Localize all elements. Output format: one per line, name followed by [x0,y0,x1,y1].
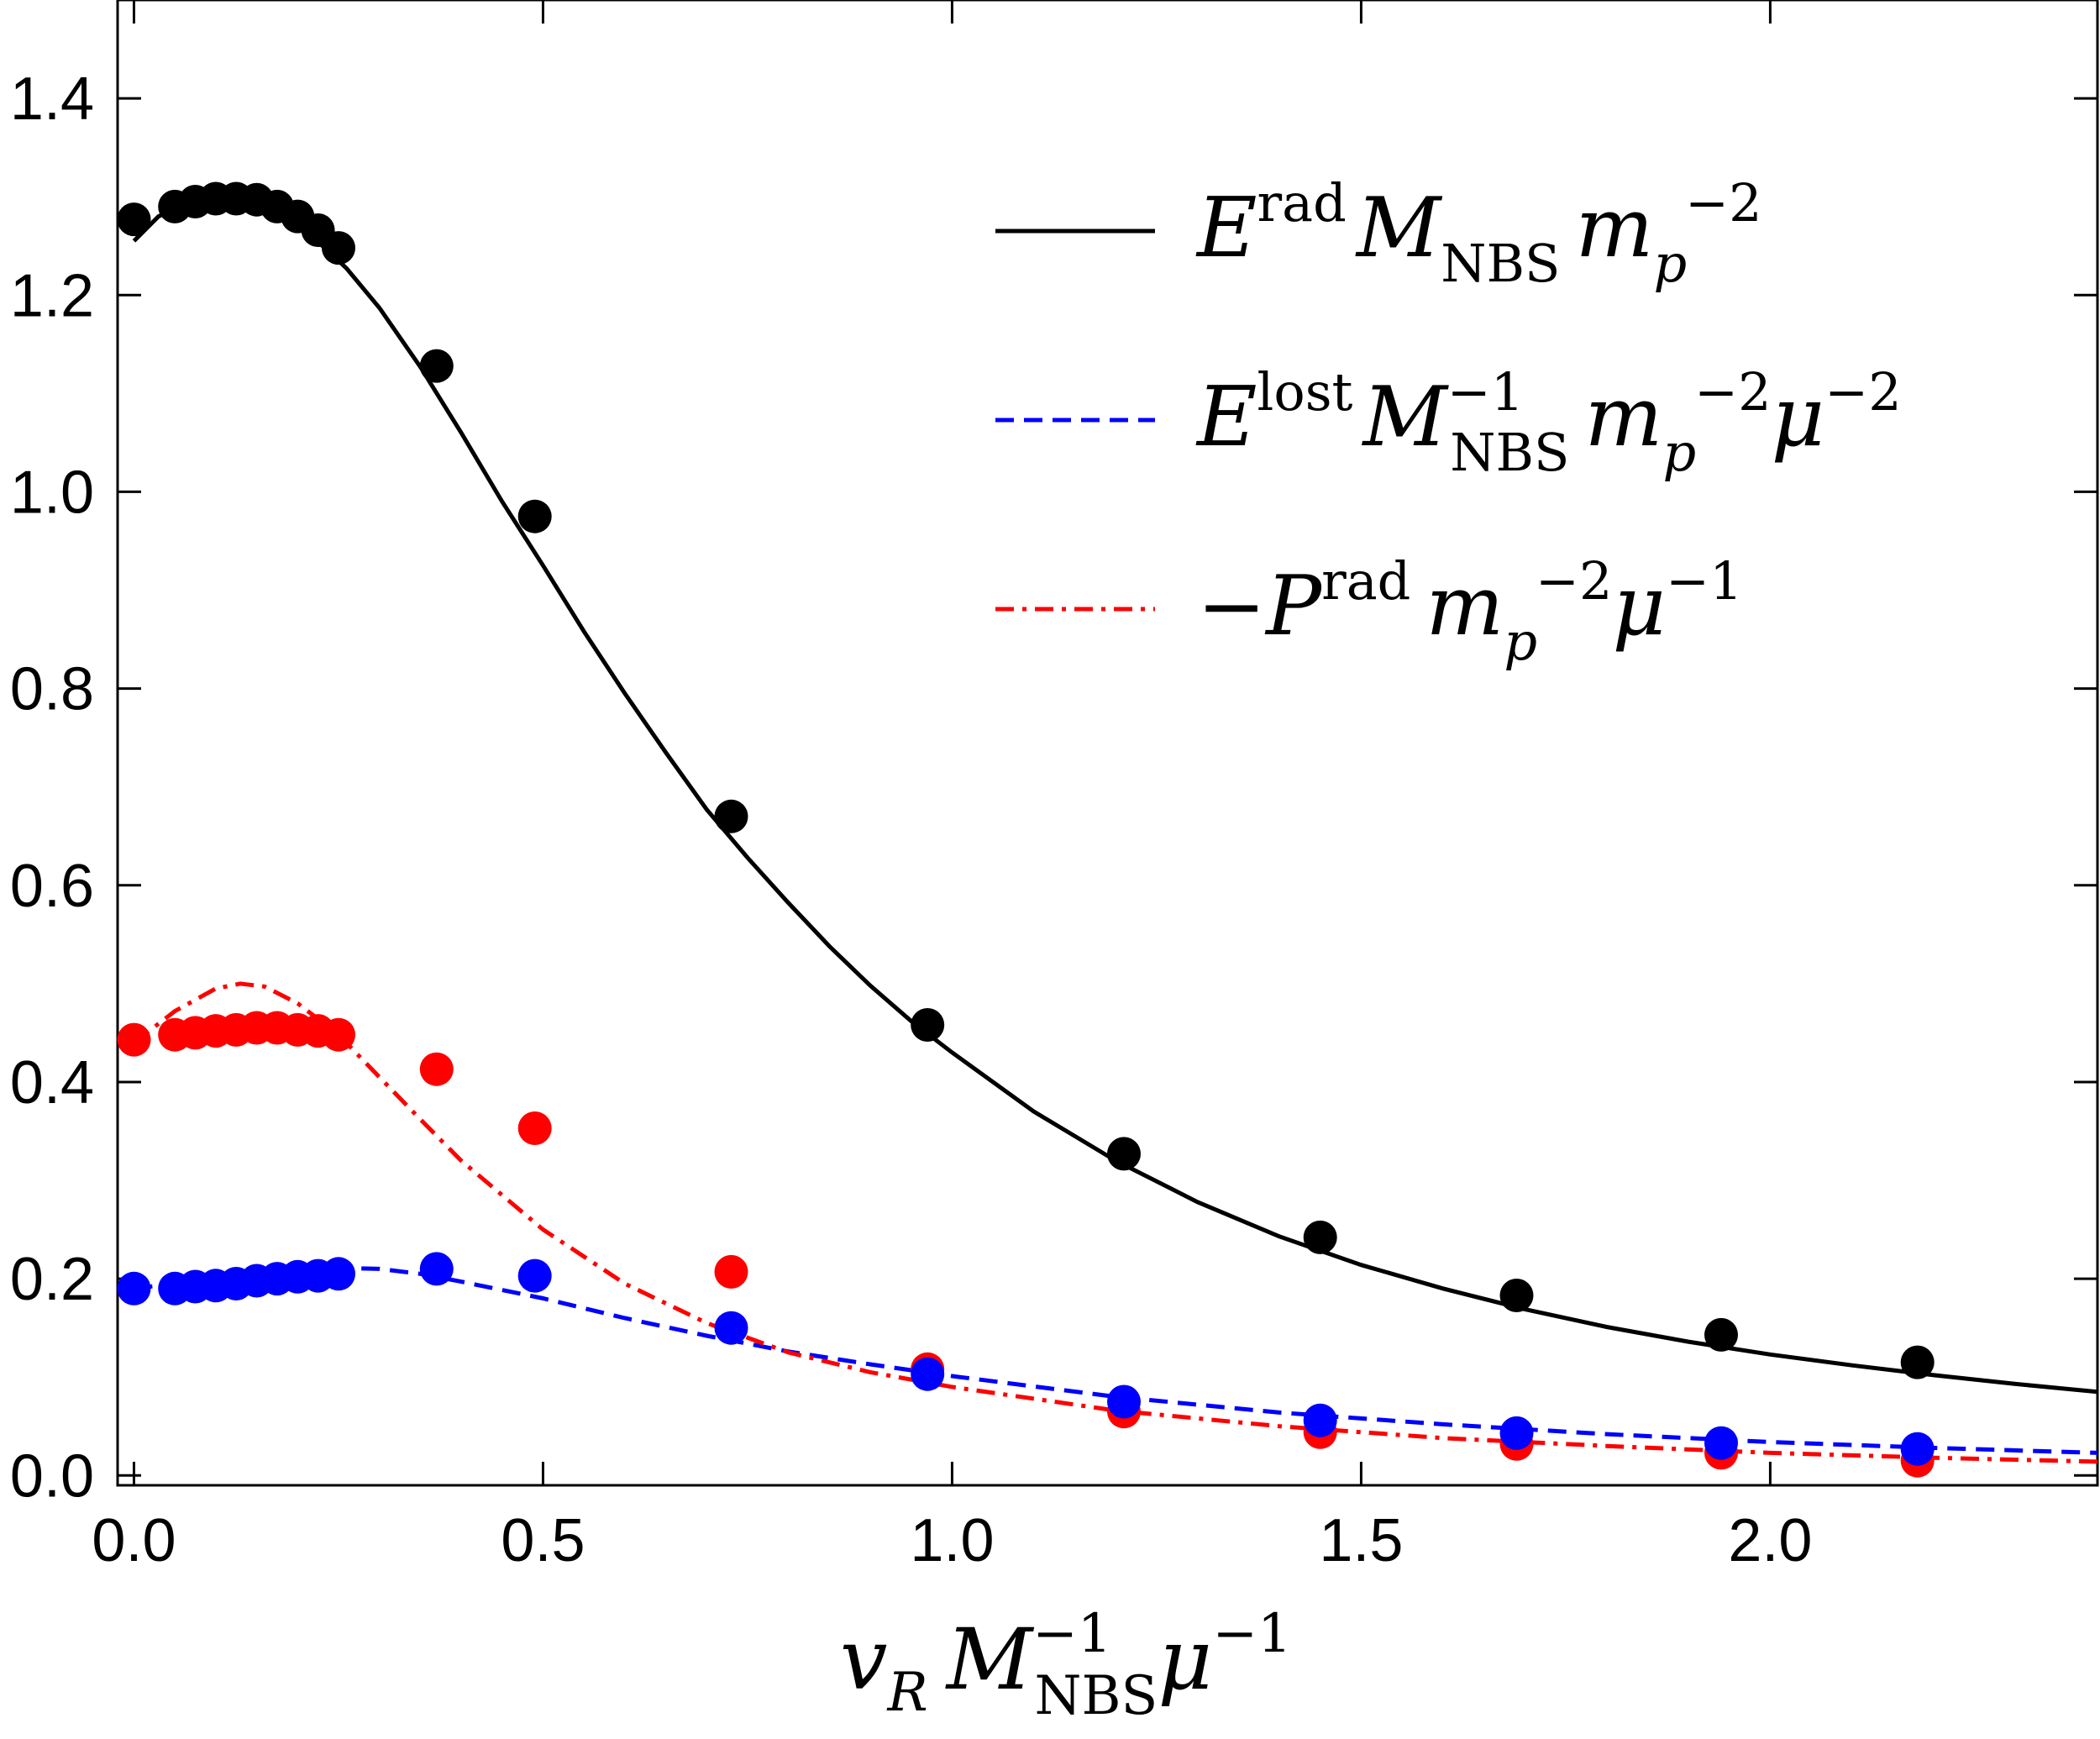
legend-label-prad: −Prad mp−2μ−1 [1197,550,1743,672]
point-prad-9 [322,1017,355,1052]
point-elost-18 [1900,1432,1935,1466]
y-tick-label-0: 0.0 [10,1442,94,1510]
series-points [117,181,1935,1478]
y-tick-label-5: 1.0 [10,459,94,526]
point-elost-10 [419,1252,454,1286]
x-tick-label-0: 0.0 [92,1507,176,1574]
point-elost-16 [1499,1416,1534,1450]
point-erad-10 [419,349,454,383]
point-elost-9 [322,1257,355,1291]
point-erad-14 [1107,1137,1141,1171]
point-erad-16 [1499,1279,1534,1312]
point-erad-12 [714,799,748,833]
point-elost-12 [714,1311,748,1345]
point-prad-11 [517,1111,552,1145]
point-erad-18 [1900,1345,1935,1379]
point-erad-17 [1704,1317,1738,1352]
curve-prad [132,981,2098,1464]
point-elost-13 [911,1357,945,1391]
y-tick-label-1: 0.2 [10,1246,94,1313]
x-axis-ticks: 0.0 0.5 1.0 1.5 2.0 [92,0,1812,1574]
y-tick-label-4: 0.8 [10,656,94,723]
x-tick-label-4: 2.0 [1728,1507,1812,1574]
x-tick-label-2: 1.0 [910,1507,994,1574]
x-tick-label-3: 1.5 [1319,1507,1403,1574]
legend-label-erad: Erad MNBS mp−2 [1195,172,1762,294]
point-prad-12 [714,1254,748,1289]
x-tick-label-1: 0.5 [501,1507,585,1574]
x-axis-label: vR M−1 NBSμ−1 [840,1603,1292,1727]
y-tick-label-3: 0.6 [10,853,94,920]
point-erad-13 [911,1008,945,1042]
point-elost-15 [1303,1403,1337,1437]
point-erad-11 [517,499,552,533]
point-erad-9 [322,231,355,265]
point-prad-0 [117,1022,151,1057]
point-erad-0 [117,202,151,237]
y-tick-label-2: 0.4 [10,1049,94,1116]
legend-label-elost: Elost M−1 NBS mp−2μ−2 [1195,361,1902,483]
plot-frame [116,0,2099,1487]
y-tick-label-7: 1.4 [10,66,94,133]
y-axis-ticks: 0.0 0.2 0.4 0.6 0.8 1.0 1.2 1.4 [10,66,2097,1510]
point-elost-17 [1704,1426,1738,1460]
point-elost-11 [517,1258,552,1293]
point-prad-10 [419,1052,454,1086]
y-tick-label-6: 1.2 [10,262,94,329]
point-erad-15 [1303,1220,1337,1254]
point-elost-0 [117,1271,151,1306]
point-elost-14 [1107,1384,1141,1419]
legend: Erad MNBS mp−2 Elost M−1 NBS mp−2μ−2 −Prad mp−… [995,172,1902,672]
